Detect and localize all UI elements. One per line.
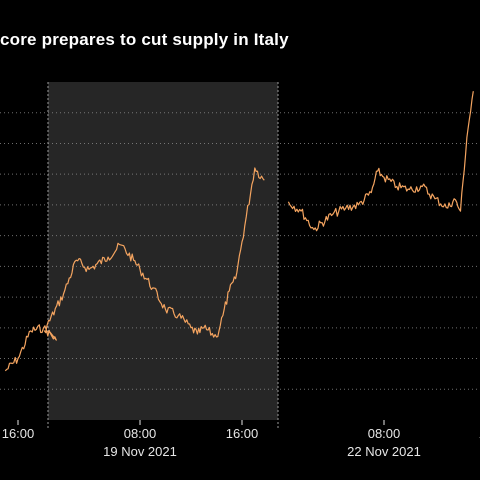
shaded-session	[48, 82, 278, 420]
series-line-session-2	[287, 91, 474, 232]
chart-title: core prepares to cut supply in Italy	[0, 30, 289, 49]
x-tick-label: 08:00	[124, 426, 157, 441]
grid-layer	[0, 112, 480, 390]
x-axis-layer: 16:00 08:00 19 Nov 2021 16:00 08:00 22 Nov 20…	[2, 420, 480, 459]
x-tick-label: 08:00	[368, 426, 401, 441]
series-line-session-1	[4, 167, 265, 372]
x-date-label: 22 Nov 2021	[347, 444, 421, 459]
shaded-session-layer	[47, 82, 279, 428]
x-tick-label: 16	[479, 426, 480, 441]
x-tick-label: 16:00	[226, 426, 259, 441]
series-layer	[4, 91, 474, 372]
x-date-label: 19 Nov 2021	[103, 444, 177, 459]
x-tick-label: 16:00	[2, 426, 35, 441]
